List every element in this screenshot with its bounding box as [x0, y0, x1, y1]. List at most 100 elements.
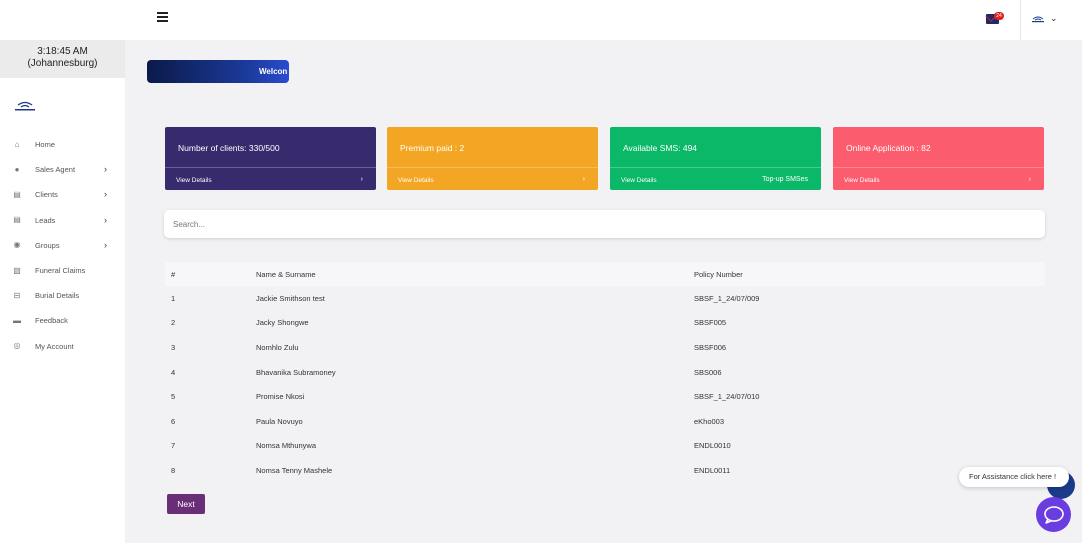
- row-number: 5: [171, 392, 176, 402]
- chat-bubble-icon: [1043, 505, 1064, 524]
- row-policy: SBSF_1_24/07/009: [694, 293, 760, 303]
- assistance-prompt[interactable]: For Assistance click here !: [959, 467, 1069, 487]
- clock-time: 3:18:45 AM: [37, 46, 88, 57]
- list-icon: ▤: [13, 189, 21, 199]
- row-name: Jackie Smithson test: [256, 293, 325, 303]
- list-icon: ▤: [13, 215, 21, 225]
- home-icon: ⌂: [14, 139, 20, 149]
- card-footer: View Details ›: [387, 167, 598, 190]
- row-name: Bhavanika Subramoney: [256, 367, 336, 377]
- user-icon: ●: [14, 164, 20, 174]
- row-name: Nomsa Tenny Mashele: [256, 465, 333, 475]
- row-number: 3: [171, 342, 176, 352]
- comment-icon: ▬: [13, 315, 21, 325]
- card-footer: View Details ›: [833, 167, 1044, 190]
- sidebar-item-label: Funeral Claims: [35, 266, 86, 276]
- row-policy: SBSF_1_24/07/010: [694, 392, 760, 402]
- sidebar-item-label: Clients: [35, 190, 58, 200]
- row-number: 7: [171, 441, 176, 451]
- row-name: Jacky Shongwe: [256, 318, 309, 328]
- logo-icon: [15, 101, 35, 111]
- view-details-link[interactable]: View Details: [621, 177, 657, 184]
- top-up-sms-link[interactable]: Top-up SMSes: [762, 176, 808, 183]
- column-header-policy: Policy Number: [694, 262, 1045, 286]
- sidebar-nav: ⌂ Home ● Sales Agent › ▤ Clients › ▤ Lea…: [0, 132, 125, 359]
- card-online-application: Online Application : 82 View Details ›: [833, 127, 1044, 190]
- sidebar-item-label: Burial Details: [35, 291, 80, 301]
- row-number: 1: [171, 293, 176, 303]
- row-policy: SBSF005: [694, 318, 727, 328]
- card-title: Available SMS: 494: [623, 143, 698, 153]
- sidebar-item-sales-agent[interactable]: ● Sales Agent ›: [0, 157, 125, 182]
- table-row[interactable]: 7 Nomsa Mthunywa ENDL0010: [165, 434, 1045, 459]
- next-button[interactable]: Next: [167, 494, 205, 514]
- hamburger-icon[interactable]: [157, 12, 168, 22]
- view-details-link[interactable]: View Details: [398, 177, 434, 184]
- card-title: Number of clients: 330/500: [178, 143, 280, 153]
- row-name: Promise Nkosi: [256, 392, 305, 402]
- table-row[interactable]: 3 Nomhlo Zulu SBSF006: [165, 335, 1045, 360]
- chevron-right-icon[interactable]: ›: [360, 176, 363, 183]
- row-name: Nomsa Mthunywa: [256, 441, 317, 451]
- card-footer: View Details Top-up SMSes: [610, 167, 821, 190]
- clients-table: # Name & Surname Policy Number 1 Jackie …: [165, 262, 1045, 483]
- logo-icon[interactable]: [1031, 16, 1045, 23]
- sidebar-item-groups[interactable]: ◉ Groups ›: [0, 233, 125, 258]
- card-clients: Number of clients: 330/500 View Details …: [165, 127, 376, 190]
- table-header-row: # Name & Surname Policy Number: [165, 262, 1045, 286]
- table-row[interactable]: 1 Jackie Smithson test SBSF_1_24/07/009: [165, 286, 1045, 311]
- row-number: 4: [171, 367, 176, 377]
- sidebar: 3:18:45 AM (Johannesburg) ⌂ Home ● Sales…: [0, 40, 125, 543]
- chevron-right-icon: ›: [104, 214, 107, 225]
- chevron-right-icon: ›: [104, 189, 107, 200]
- search-input[interactable]: [164, 210, 1045, 238]
- minus-square-icon: ⊟: [13, 290, 21, 300]
- clock-zone: (Johannesburg): [27, 58, 98, 69]
- chat-bubble-icon[interactable]: [1036, 497, 1071, 532]
- top-bar: 24 ⌄: [0, 0, 1082, 40]
- column-header-name: Name & Surname: [256, 262, 694, 286]
- sidebar-item-label: My Account: [35, 341, 74, 351]
- card-footer: View Details ›: [165, 167, 376, 190]
- row-name: Nomhlo Zulu: [256, 342, 299, 352]
- row-policy: ENDL0011: [694, 465, 731, 475]
- sidebar-item-label: Feedback: [35, 316, 68, 326]
- row-policy: SBSF006: [694, 342, 727, 352]
- clock: 3:18:45 AM (Johannesburg): [0, 40, 125, 78]
- row-number: 8: [171, 465, 176, 475]
- sidebar-item-clients[interactable]: ▤ Clients ›: [0, 182, 125, 207]
- chevron-right-icon[interactable]: ›: [582, 176, 585, 183]
- view-details-link[interactable]: View Details: [176, 177, 212, 184]
- sidebar-item-feedback[interactable]: ▬ Feedback: [0, 308, 125, 333]
- card-premium: Premium paid : 2 View Details ›: [387, 127, 598, 190]
- row-policy: SBS006: [694, 367, 722, 377]
- card-title: Online Application : 82: [846, 143, 931, 153]
- account-icon: ◎: [13, 341, 21, 351]
- table-row[interactable]: 4 Bhavanika Subramoney SBS006: [165, 360, 1045, 385]
- card-sms: Available SMS: 494 View Details Top-up S…: [610, 127, 821, 190]
- edit-icon: ▨: [13, 265, 21, 275]
- chevron-right-icon: ›: [104, 239, 107, 250]
- table-row[interactable]: 2 Jacky Shongwe SBSF005: [165, 311, 1045, 336]
- circle-icon: ◉: [13, 240, 21, 250]
- sidebar-item-burial-details[interactable]: ⊟ Burial Details: [0, 283, 125, 308]
- mail-icon[interactable]: [986, 14, 999, 24]
- view-details-link[interactable]: View Details: [844, 177, 880, 184]
- table-row[interactable]: 6 Paula Novuyo eKho003: [165, 409, 1045, 434]
- sidebar-item-funeral-claims[interactable]: ▨ Funeral Claims: [0, 258, 125, 283]
- chevron-right-icon[interactable]: ›: [1028, 176, 1031, 183]
- row-name: Paula Novuyo: [256, 416, 303, 426]
- table-row[interactable]: 8 Nomsa Tenny Mashele ENDL0011: [165, 458, 1045, 483]
- column-header-number: #: [165, 262, 256, 286]
- chevron-down-icon[interactable]: ⌄: [1050, 13, 1058, 23]
- sidebar-item-leads[interactable]: ▤ Leads ›: [0, 208, 125, 233]
- card-title: Premium paid : 2: [400, 143, 465, 153]
- sidebar-item-label: Home: [35, 140, 56, 150]
- row-policy: eKho003: [694, 416, 725, 426]
- chevron-right-icon: ›: [104, 164, 107, 175]
- divider: [1020, 0, 1021, 40]
- sidebar-item-my-account[interactable]: ◎ My Account: [0, 334, 125, 359]
- row-number: 2: [171, 318, 176, 328]
- table-row[interactable]: 5 Promise Nkosi SBSF_1_24/07/010: [165, 384, 1045, 409]
- sidebar-item-home[interactable]: ⌂ Home: [0, 132, 125, 157]
